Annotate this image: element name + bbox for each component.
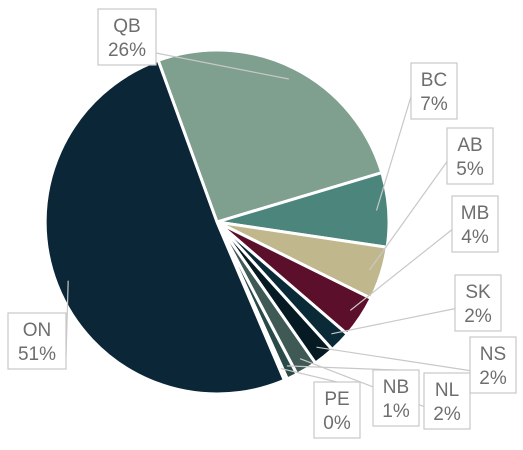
slice-percent-label: 4%	[461, 227, 489, 248]
slice-percent-label: 7%	[420, 94, 448, 115]
slice-percent-label: 26%	[108, 40, 146, 61]
data-label-ns: NS 2%	[469, 336, 517, 394]
label-box	[446, 127, 494, 185]
data-label-mb: MB 4%	[451, 195, 499, 253]
pie-slices	[43, 48, 391, 396]
slice-category-label: NS	[480, 344, 506, 365]
slice-percent-label: 2%	[464, 306, 492, 327]
slice-percent-label: 2%	[433, 404, 461, 425]
label-box	[7, 312, 67, 370]
label-box	[454, 274, 502, 332]
leader-line-qb	[155, 52, 289, 80]
pie-slice-on	[43, 58, 286, 396]
data-label-nb: NB 1%	[372, 369, 420, 427]
label-box	[97, 8, 157, 66]
data-label-sk: SK 2%	[454, 274, 502, 332]
data-label-nl: NL 2%	[423, 372, 471, 430]
slice-category-label: BC	[421, 70, 447, 91]
slice-category-label: NL	[435, 380, 459, 401]
slice-percent-label: 5%	[456, 159, 484, 180]
slice-category-label: AB	[457, 135, 482, 156]
label-box	[313, 381, 361, 439]
leader-line-ab	[369, 161, 448, 271]
label-box	[423, 372, 471, 430]
slice-category-label: MB	[461, 203, 490, 224]
leader-line-sk	[331, 308, 456, 335]
data-label-bc: BC 7%	[410, 62, 458, 120]
slice-category-label: PE	[324, 389, 349, 410]
label-box	[451, 195, 499, 253]
leader-line-pe	[280, 368, 338, 383]
slice-percent-label: 51%	[18, 344, 56, 365]
data-label-on: ON 51%	[7, 312, 67, 370]
slice-category-label: NB	[383, 377, 409, 398]
slice-percent-label: 2%	[479, 368, 507, 389]
data-label-pe: PE 0%	[313, 381, 361, 439]
pie-labels: QB 26% BC 7% AB 5% MB 4% SK 2% NS 2% NL 2% NB 1% PE 0% ON 5…	[7, 8, 517, 439]
leader-line-ns	[316, 346, 471, 372]
slice-percent-label: 0%	[323, 413, 351, 434]
label-box	[410, 62, 458, 120]
data-label-ab: AB 5%	[446, 127, 494, 185]
leader-line-nb	[286, 365, 397, 371]
pie-slice-qb	[156, 48, 384, 224]
label-box	[469, 336, 517, 394]
leader-line-bc	[375, 96, 412, 211]
label-box	[372, 369, 420, 427]
data-label-qb: QB 26%	[97, 8, 157, 66]
slice-category-label: ON	[23, 320, 52, 341]
slice-category-label: SK	[465, 282, 491, 303]
slice-percent-label: 1%	[382, 401, 410, 422]
slice-category-label: QB	[113, 16, 140, 37]
leader-line-mb	[349, 229, 453, 311]
